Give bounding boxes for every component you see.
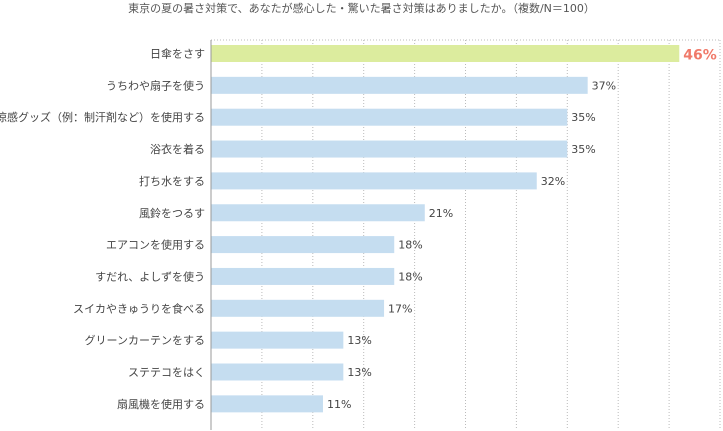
value-label: 17% — [388, 302, 412, 315]
category-label: ステテコをはく — [128, 366, 205, 379]
chart-title: 東京の夏の暑さ対策で、あなたが感心した・驚いた暑さ対策はありましたか。（複数/N… — [128, 2, 595, 15]
category-label: すだれ、よしずを使う — [95, 270, 205, 283]
value-label: 46% — [683, 48, 717, 64]
category-label: エアコンを使用する — [106, 239, 205, 252]
category-label: 打ち水をする — [139, 174, 205, 188]
bar — [211, 395, 323, 413]
value-label: 18% — [398, 239, 422, 252]
bar — [211, 172, 537, 190]
value-label: 13% — [347, 366, 371, 379]
category-label: 浴衣を着る — [150, 142, 205, 156]
bar — [211, 363, 344, 381]
bar — [211, 45, 680, 62]
category-label: スイカやきゅうりを食べる — [73, 301, 205, 315]
value-label: 18% — [398, 270, 422, 283]
value-label: 13% — [347, 334, 371, 347]
category-label: グリーンカーテンをする — [85, 333, 205, 347]
category-label: 日傘をさす — [150, 48, 205, 61]
bar — [211, 299, 385, 317]
bar — [211, 267, 395, 285]
value-label: 35% — [571, 111, 595, 124]
value-label: 37% — [592, 79, 616, 92]
value-label: 35% — [571, 143, 595, 156]
category-label: 風鈴をつるす — [139, 206, 205, 220]
bar — [211, 204, 425, 222]
bar — [211, 108, 568, 126]
bar — [211, 236, 395, 254]
category-label: うちわや扇子を使う — [106, 78, 205, 92]
bar — [211, 76, 588, 94]
bar — [211, 140, 568, 158]
value-label: 32% — [541, 175, 565, 188]
category-label: 扇風機を使用する — [117, 397, 205, 411]
category-label: 涼感グッズ（例：制汗剤など）を使用する — [0, 110, 205, 124]
value-label: 11% — [327, 398, 351, 411]
bar — [211, 331, 344, 349]
value-label: 21% — [429, 207, 453, 220]
